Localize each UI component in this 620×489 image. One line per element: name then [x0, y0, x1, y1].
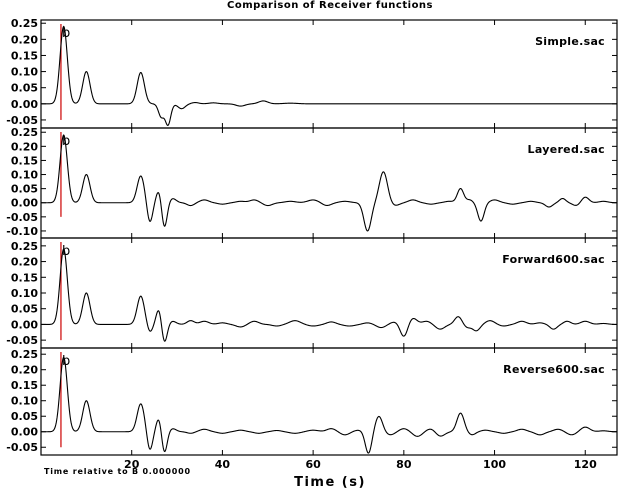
x-axis: 20 40 60 80 100 120 — [124, 458, 597, 471]
y-tick-label: 0.20 — [11, 140, 38, 153]
y-tick-label: -0.05 — [6, 114, 38, 127]
trace-panel: 0.25 0.20 0.15 0.10 0.05 0.00 -0.05 b Forward600… — [6, 237, 618, 349]
receiver-function-trace — [41, 134, 618, 232]
y-tick-label: 0.00 — [11, 426, 38, 439]
y-tick-label: 0.05 — [11, 410, 38, 423]
y-tick-label: 0.10 — [11, 169, 38, 182]
y-tick-label: 0.15 — [11, 271, 38, 284]
y-tick-label: 0.00 — [11, 318, 38, 331]
y-tick-label: 0.00 — [11, 197, 38, 210]
y-tick-label: 0.15 — [11, 379, 38, 392]
y-tick-label: 0.25 — [11, 240, 38, 253]
time-reference-note: Time relative to B 0.000000 — [44, 467, 191, 476]
x-tick-label: 80 — [396, 458, 412, 471]
x-axis-label: Time (s) — [294, 475, 366, 489]
b-marker-label: b — [62, 134, 70, 149]
trace-panel: 0.25 0.20 0.15 0.10 0.05 0.00 -0.05 b Reverse600… — [6, 347, 618, 456]
y-tick-label: -0.05 — [6, 211, 38, 224]
x-tick-label: 60 — [305, 458, 321, 471]
b-marker-label: b — [62, 244, 70, 259]
y-tick-label: 0.15 — [11, 49, 38, 62]
trace-panel: 0.25 0.20 0.15 0.10 0.05 0.00 -0.05 b Simple.sac — [6, 17, 618, 129]
figure-title: Comparison of Receiver functions — [227, 0, 433, 11]
y-tick-label: 0.05 — [11, 183, 38, 196]
trace-panel: 0.250.200.15 0.100.050.00-0.05-0.10 b Layer… — [6, 126, 618, 239]
trace-name-label: Layered.sac — [528, 143, 605, 156]
y-tick-label: 0.05 — [11, 303, 38, 316]
trace-name-label: Reverse600.sac — [503, 363, 605, 376]
x-tick-label: 20 — [124, 458, 140, 471]
trace-panels: 0.250.200.150.100.050.00-0.05bSimple.sac… — [6, 17, 618, 456]
panel-frame — [40, 347, 618, 456]
x-tick-label: 100 — [483, 458, 506, 471]
b-marker-label: b — [62, 26, 70, 41]
y-tick-label: 0.20 — [11, 364, 38, 377]
y-tick-label: 0.00 — [11, 98, 38, 111]
y-tick-label: -0.05 — [6, 441, 38, 454]
y-tick-label: 0.10 — [11, 287, 38, 300]
y-tick-label: 0.20 — [11, 256, 38, 269]
y-tick-label: -0.10 — [6, 225, 38, 238]
y-tick-label: -0.05 — [6, 334, 38, 347]
y-tick-label: 0.20 — [11, 33, 38, 46]
y-tick-label: 0.25 — [11, 17, 38, 30]
panel-frame — [40, 19, 618, 129]
y-tick-label: 0.25 — [11, 348, 38, 361]
b-marker-label: b — [62, 354, 70, 369]
x-tick-label: 40 — [215, 458, 231, 471]
trace-name-label: Forward600.sac — [502, 253, 605, 266]
y-tick-label: 0.25 — [11, 126, 38, 139]
y-tick-label: 0.15 — [11, 154, 38, 167]
y-tick-label: 0.05 — [11, 82, 38, 95]
receiver-function-trace — [41, 25, 617, 127]
trace-name-label: Simple.sac — [535, 35, 605, 48]
x-tick-label: 120 — [574, 458, 597, 471]
receiver-function-trace — [41, 356, 617, 454]
receiver-function-trace — [41, 248, 618, 342]
y-tick-label: 0.10 — [11, 395, 38, 408]
y-tick-label: 0.10 — [11, 66, 38, 79]
